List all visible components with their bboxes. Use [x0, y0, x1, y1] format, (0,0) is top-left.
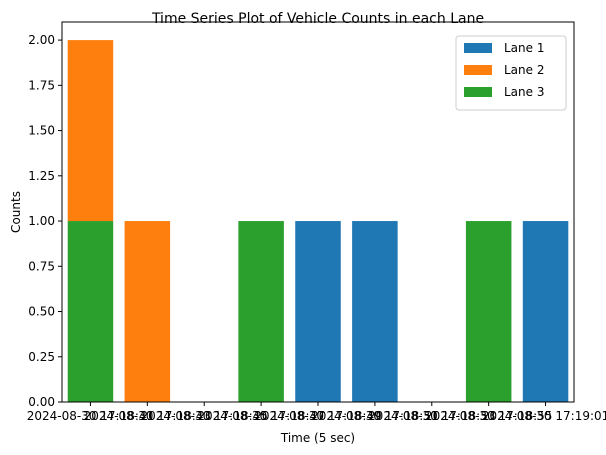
y-tick-label-1: 0.25 [28, 350, 55, 364]
x-tick-label-2: 2024-08-30 17:18:45 [140, 409, 267, 423]
plot-area [61, 21, 575, 403]
y-tick-label-7: 1.75 [28, 78, 55, 92]
x-tick-label-6: 2024-08-30 17:18:53 [368, 409, 495, 423]
bar-lane-2-1 [124, 221, 171, 402]
x-tick-label-4: 2024-08-30 17:18:49 [254, 409, 381, 423]
x-tick-label-3: 2024-08-30 17:18:47 [197, 409, 324, 423]
y-tick-label-6: 1.50 [28, 124, 55, 138]
y-tick-label-8: 2.00 [28, 33, 55, 47]
x-axis-label: Time (5 sec) [280, 431, 355, 445]
chart-title: Time Series Plot of Vehicle Counts in ea… [151, 11, 484, 27]
x-tick-label-7: 2024-08-30 17:18:55 [425, 409, 552, 423]
x-tick-label-1: 2024-08-30 17:18:43 [84, 409, 211, 423]
legend-label-2: Lane 3 [504, 85, 544, 99]
legend: Lane 1 Lane 2 Lane 3 [455, 35, 567, 111]
x-tick-label-5: 2024-08-30 17:18:51 [311, 409, 438, 423]
x-tick-label-0: 2024-08-30 17:18:41 [27, 409, 154, 423]
bar-lane-1-4 [295, 221, 341, 402]
legend-label-1: Lane 2 [504, 63, 544, 77]
y-tick-label-4: 1.00 [28, 214, 55, 228]
legend-label-0: Lane 1 [504, 41, 544, 55]
y-tick-label-0: 0.00 [28, 395, 55, 409]
bar-lane-3-3 [238, 221, 284, 402]
legend-swatch-0 [464, 43, 492, 53]
y-tick-label-5: 1.25 [28, 169, 55, 183]
bar-lane-1-8 [522, 221, 569, 402]
bar-lane-3-0 [67, 221, 114, 402]
bar-lane-1-5 [352, 221, 398, 402]
legend-swatch-1 [464, 65, 492, 75]
legend-swatch-2 [464, 87, 492, 97]
y-tick-label-2: 0.50 [28, 305, 55, 319]
x-tick-label-8: 2024-08-30 17:19:01 [482, 409, 606, 423]
bar-lane-2-0 [67, 40, 114, 222]
bar-lane-3-7 [465, 221, 512, 402]
y-axis-label: Counts [9, 191, 23, 233]
y-tick-label-3: 0.75 [28, 259, 55, 273]
